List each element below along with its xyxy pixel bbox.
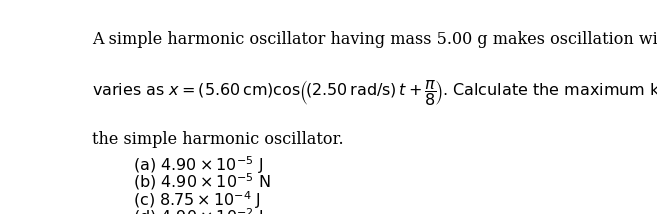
Text: (a) $4.90\times10^{-5}$ J: (a) $4.90\times10^{-5}$ J <box>133 154 263 176</box>
Text: varies as $x=(5.60\,\mathrm{cm})\cos\!\left(\!(2.50\,\mathrm{rad/s})\,t+\dfrac{\: varies as $x=(5.60\,\mathrm{cm})\cos\!\l… <box>92 78 657 108</box>
Text: (b) $4.90\times10^{-5}$ N: (b) $4.90\times10^{-5}$ N <box>133 171 271 192</box>
Text: A simple harmonic oscillator having mass 5.00 g makes oscillation with displacem: A simple harmonic oscillator having mass… <box>92 31 657 48</box>
Text: (d) $4.90\times10^{-2}$ J: (d) $4.90\times10^{-2}$ J <box>133 206 263 214</box>
Text: the simple harmonic oscillator.: the simple harmonic oscillator. <box>92 131 344 148</box>
Text: (c) $8.75\times10^{-4}$ J: (c) $8.75\times10^{-4}$ J <box>133 189 261 211</box>
